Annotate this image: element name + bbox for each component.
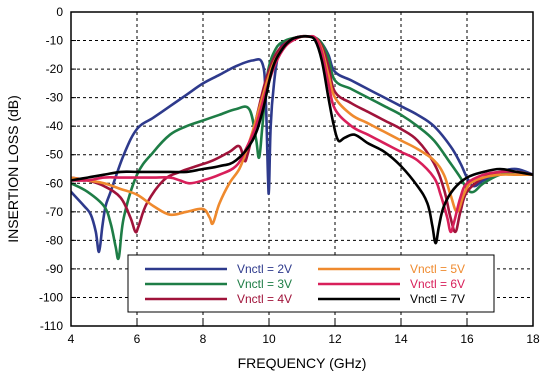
x-tick-label: 12	[328, 332, 342, 346]
y-tick-label: -20	[46, 62, 64, 76]
y-tick-label: -30	[46, 91, 64, 105]
y-tick-label: 0	[56, 5, 63, 19]
legend-box	[127, 254, 495, 313]
plot-frame	[70, 11, 534, 327]
x-tick-label: 14	[394, 332, 408, 346]
legend-label: Vnctl = 2V	[237, 262, 292, 276]
legend-label: Vnctl = 3V	[237, 277, 292, 291]
y-tick-label: -90	[46, 262, 64, 276]
y-tick-label: -50	[46, 148, 64, 162]
y-tick-label: -80	[46, 233, 64, 247]
legend-label: Vnctl = 4V	[237, 292, 292, 306]
y-tick-label: -40	[46, 119, 64, 133]
x-tick-label: 6	[134, 332, 141, 346]
tick-labels: 4 6 8 10 12 14 16 18 0 -10 -20 -30 -40 -50 -60 -70 -80 -9…	[39, 5, 540, 346]
x-tick-label: 16	[460, 332, 474, 346]
y-tick-label: -100	[39, 290, 63, 304]
y-tick-label: -60	[46, 176, 64, 190]
y-tick-label: -10	[46, 34, 64, 48]
series-layer	[71, 34, 533, 261]
y-axis-title: INSERTION LOSS (dB)	[5, 95, 21, 243]
series-line-6	[71, 34, 533, 245]
legend-label: Vnctl = 7V	[410, 292, 465, 306]
legend-label: Vnctl = 5V	[410, 262, 465, 276]
legend-label: Vnctl = 6V	[410, 277, 465, 291]
x-tick-label: 8	[200, 332, 207, 346]
x-tick-label: 10	[262, 332, 276, 346]
x-axis-title: FREQUENCY (GHz)	[238, 355, 367, 371]
x-tick-label: 4	[68, 332, 75, 346]
y-tick-label: -70	[46, 205, 64, 219]
x-tick-label: 18	[526, 332, 540, 346]
y-tick-label: -110	[40, 319, 63, 333]
